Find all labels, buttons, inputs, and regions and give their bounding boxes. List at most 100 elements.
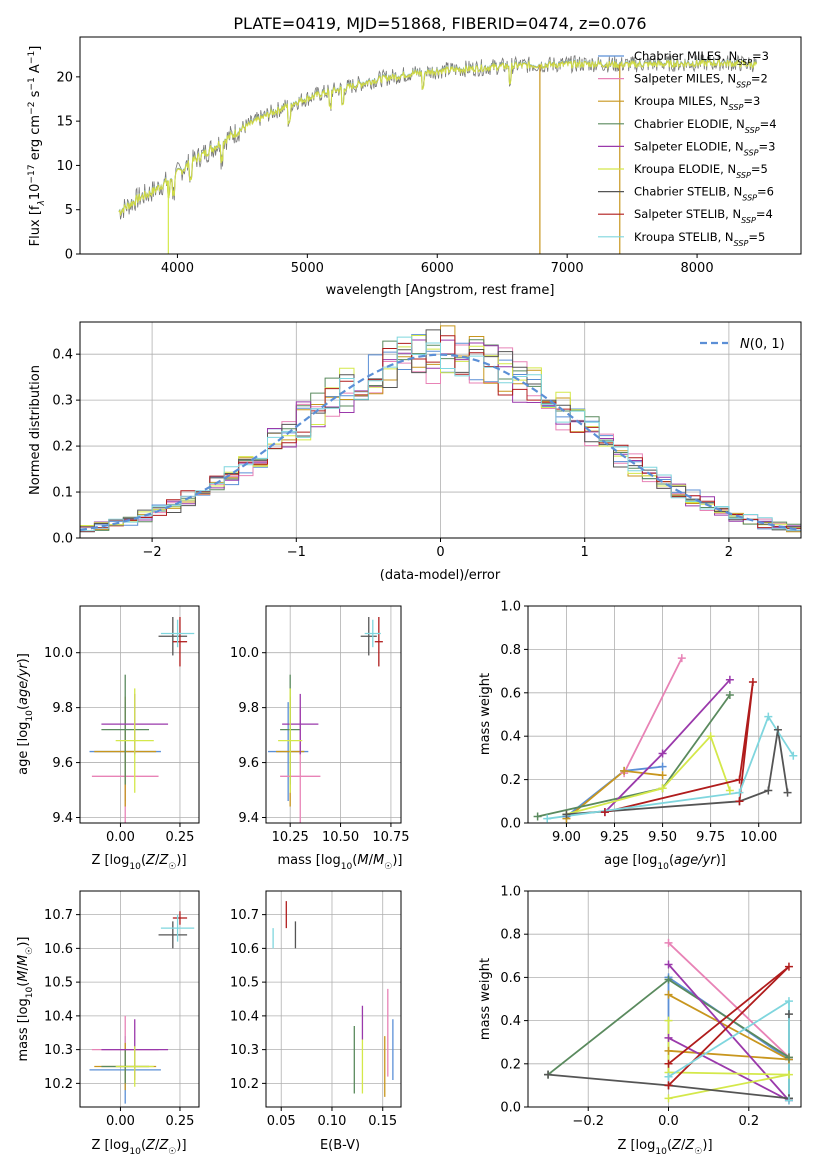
- y-axis-label: mass [log10(M/M☉)]: [16, 937, 35, 1062]
- y-tick-label: 0.3: [52, 394, 73, 409]
- weight-marker: [735, 797, 744, 806]
- axes-frame: [79, 890, 200, 1108]
- y-tick-label: 20: [56, 70, 73, 85]
- y-tick-label: 0.6: [500, 686, 521, 701]
- weight-marker: [677, 654, 686, 663]
- weight-marker: [658, 749, 667, 758]
- y-tick-label: 9.6: [238, 756, 259, 771]
- y-tick-label: 0.4: [500, 1014, 521, 1029]
- y-axis-label: age [log10(age/yr)]: [16, 653, 35, 775]
- weight-marker: [658, 784, 667, 793]
- weight-marker: [764, 712, 773, 721]
- x-tick-label: −1: [287, 545, 306, 560]
- y-tick-label: 0.8: [500, 643, 521, 658]
- y-tick-label: 9.6: [52, 756, 73, 771]
- x-axis-label: Z [log10(Z/Z☉)]: [617, 1138, 712, 1157]
- y-axis-label: mass weight: [478, 673, 493, 755]
- weight-marker: [735, 775, 744, 784]
- weight-marker: [664, 1046, 673, 1055]
- y-tick-label: 10.6: [230, 942, 259, 957]
- plot-area: [80, 325, 801, 533]
- x-tick-label: 10.00: [740, 830, 777, 845]
- weight-marker: [784, 997, 793, 1006]
- weight-line: [604, 679, 731, 813]
- y-tick-label: 0.6: [500, 971, 521, 986]
- x-tick-label: 7000: [551, 261, 584, 276]
- weight-marker: [784, 1010, 793, 1019]
- chart-spectrum: 4000 5000 6000 7000 8000 0 5 10 15 20 Chabrier MIL…: [27, 36, 802, 298]
- y-tick-label: 0.8: [500, 928, 521, 943]
- y-tick-label: 10.2: [230, 1077, 259, 1092]
- x-tick-label: 1: [581, 545, 589, 560]
- x-tick-label: 0: [436, 545, 444, 560]
- y-tick-label: 0.4: [500, 730, 521, 745]
- y-tick-label: 10.0: [230, 646, 259, 661]
- weight-marker: [784, 1070, 793, 1079]
- y-tick-label: 15: [56, 115, 73, 130]
- weight-marker: [664, 1033, 673, 1042]
- y-tick-label: 0.4: [52, 348, 73, 363]
- chart-residuals: −2 −1 0 1 2 0.0 0.1 0.2 0.3 0.4 N(0, 1) (data-model…: [28, 321, 802, 583]
- legend-label: Kroupa MILES, NSSP=3: [634, 94, 760, 112]
- chart-weight-vs-age: 9.00 9.25 9.50 9.75 10.00 0.0 0.2 0.4 0.6 0.8 1.0 a…: [478, 600, 802, 872]
- y-tick-label: 9.8: [52, 701, 73, 716]
- weight-marker: [735, 788, 744, 797]
- weight-marker: [664, 1094, 673, 1103]
- weight-marker: [784, 1096, 793, 1105]
- y-tick-label: 10.7: [44, 908, 73, 923]
- x-tick-label: 0.10: [318, 1114, 347, 1129]
- y-tick-label: 0: [65, 248, 73, 263]
- legend-label: Salpeter ELODIE, NSSP=3: [634, 139, 775, 157]
- x-tick-label: 9.00: [552, 830, 581, 845]
- weight-marker: [664, 1081, 673, 1090]
- x-tick-label: 0.2: [738, 1114, 759, 1129]
- weight-marker: [725, 690, 734, 699]
- x-axis-label: E(B-V): [320, 1138, 360, 1153]
- x-tick-label: 9.75: [696, 830, 725, 845]
- x-tick-label: −2: [143, 545, 162, 560]
- weight-marker: [533, 812, 542, 821]
- plot-area: [89, 616, 195, 823]
- x-tick-label: 0.25: [165, 1114, 194, 1129]
- chart-age-vs-mass: 10.25 10.50 10.75 9.4 9.6 9.8 10.0 mass [log10(…: [230, 605, 410, 872]
- weight-marker: [620, 766, 629, 775]
- legend-label: Salpeter MILES, NSSP=2: [634, 72, 768, 90]
- y-tick-label: 5: [65, 203, 73, 218]
- x-axis-label: wavelength [Angstrom, rest frame]: [326, 283, 555, 298]
- y-tick-label: 0.2: [52, 440, 73, 455]
- x-tick-label: 9.50: [648, 830, 677, 845]
- y-tick-label: 0.2: [500, 1057, 521, 1072]
- x-axis-label: age [log10(age/yr)]: [604, 853, 726, 872]
- x-tick-label: −0.2: [572, 1114, 604, 1129]
- x-tick-label: 0.0: [658, 1114, 679, 1129]
- axes-frame: [79, 605, 200, 824]
- x-tick-label: 10.75: [372, 830, 409, 845]
- y-tick-label: 10.0: [44, 646, 73, 661]
- legend-label: Chabrier MILES, NSSP=3: [634, 49, 769, 67]
- y-tick-label: 10.4: [230, 1009, 259, 1024]
- x-tick-label: 4000: [161, 261, 194, 276]
- weight-marker: [773, 725, 782, 734]
- y-tick-label: 10.3: [230, 1043, 259, 1058]
- x-tick-label: 2: [725, 545, 733, 560]
- y-tick-label: 10.2: [44, 1077, 73, 1092]
- y-tick-label: 10.3: [44, 1043, 73, 1058]
- weight-marker: [789, 751, 798, 760]
- x-tick-label: 10.50: [322, 830, 359, 845]
- weight-marker: [664, 1016, 673, 1025]
- axes-frame: [527, 605, 802, 824]
- x-tick-label: 0.25: [165, 830, 194, 845]
- weight-marker: [748, 677, 757, 686]
- y-tick-label: 9.4: [238, 811, 259, 826]
- legend-label: Salpeter STELIB, NSSP=4: [634, 207, 773, 225]
- weight-marker: [664, 1059, 673, 1068]
- weight-line: [547, 714, 795, 820]
- plot-area: [89, 911, 195, 1104]
- y-axis-label: Flux [fλ10−17 erg cm−2 s−1 A−1]: [27, 46, 47, 247]
- chart-age-vs-Z: 0.00 0.25 9.4 9.6 9.8 10.0 Z [log10(Z/Z☉)] age …: [16, 605, 200, 872]
- weight-line: [667, 1020, 790, 1100]
- weight-line: [604, 681, 754, 813]
- weight-marker: [783, 788, 792, 797]
- y-tick-label: 0.2: [500, 773, 521, 788]
- x-tick-label: 0.00: [106, 830, 135, 845]
